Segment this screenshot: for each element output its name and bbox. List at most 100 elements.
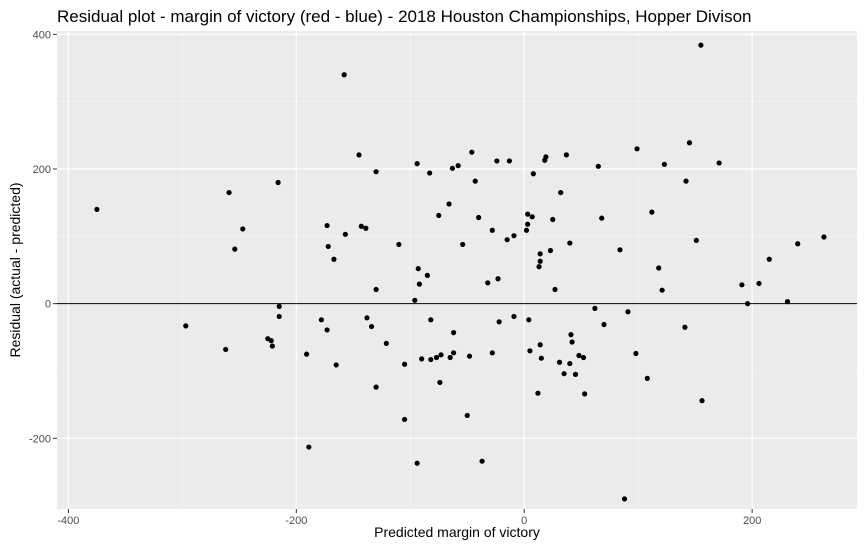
data-point [496, 319, 502, 325]
data-point [698, 42, 704, 48]
data-point [303, 351, 310, 357]
data-point [428, 317, 434, 323]
data-point [232, 246, 238, 252]
data-point [693, 237, 699, 243]
data-point [494, 158, 500, 164]
data-point [460, 241, 466, 248]
data-point [364, 315, 370, 321]
data-point [568, 332, 574, 338]
data-point [592, 305, 598, 311]
y-axis-ticks: -200 0 200 400 [29, 29, 57, 445]
data-point [356, 152, 362, 158]
data-point [699, 398, 705, 404]
y-tick-label: 400 [33, 29, 51, 41]
data-point [537, 251, 543, 257]
data-point [661, 161, 668, 167]
data-point [563, 152, 570, 158]
data-point [466, 353, 473, 359]
data-point [183, 323, 189, 329]
data-point [550, 216, 556, 223]
data-point [756, 280, 762, 287]
data-point [485, 280, 491, 286]
data-point [275, 179, 281, 186]
data-point [595, 163, 601, 169]
data-point [226, 189, 232, 196]
data-point [424, 272, 430, 278]
x-tick-label: 0 [521, 515, 527, 527]
data-points [94, 42, 827, 502]
data-point [416, 281, 422, 287]
data-point [368, 323, 375, 330]
data-point [556, 359, 563, 365]
data-point [419, 356, 425, 362]
data-point [455, 163, 461, 169]
data-point [543, 154, 549, 160]
x-tick-label: -200 [285, 515, 307, 527]
x-axis-ticks: -400 -200 0 200 [57, 509, 761, 527]
data-point [538, 355, 544, 361]
data-point [552, 286, 558, 293]
x-tick-label: -400 [57, 515, 79, 527]
y-tick-label: 0 [45, 299, 51, 311]
data-point [526, 317, 532, 323]
data-point [450, 330, 457, 336]
data-point [649, 209, 655, 215]
data-point [414, 161, 420, 167]
data-point [437, 379, 443, 386]
data-point [358, 223, 364, 229]
data-point [547, 247, 554, 254]
data-point [744, 301, 751, 307]
x-axis-title: Predicted margin of victory [374, 524, 540, 540]
data-point [276, 313, 282, 320]
data-point [433, 354, 440, 361]
data-point [333, 362, 339, 368]
data-point [373, 384, 379, 390]
data-point [447, 354, 453, 361]
data-point [572, 371, 579, 377]
data-point [739, 282, 745, 288]
minor-gridlines [57, 31, 857, 509]
data-point [633, 350, 639, 357]
data-point [821, 234, 827, 240]
data-point [504, 237, 510, 243]
data-point [469, 149, 475, 155]
data-point [537, 258, 543, 264]
data-point [401, 361, 408, 367]
data-point [659, 287, 665, 293]
data-point [436, 212, 442, 219]
data-point [580, 354, 587, 361]
data-point [567, 240, 573, 246]
data-point [686, 140, 693, 146]
data-point [582, 391, 588, 397]
data-point [427, 170, 433, 176]
data-point [529, 214, 535, 220]
data-point [342, 231, 348, 237]
data-point [576, 352, 582, 359]
data-point [412, 297, 418, 303]
data-point [476, 214, 482, 221]
data-point [489, 227, 495, 233]
data-point [795, 241, 801, 247]
data-point [324, 222, 330, 229]
data-point [634, 146, 640, 152]
data-point [511, 233, 517, 239]
data-point [506, 158, 513, 164]
data-point [276, 303, 282, 309]
data-point [535, 390, 541, 396]
data-point [438, 352, 444, 358]
data-point [536, 264, 542, 270]
data-point [415, 266, 421, 272]
data-point [341, 72, 347, 78]
y-tick-label: 200 [33, 164, 51, 176]
data-point [269, 343, 275, 349]
data-point [561, 371, 567, 377]
data-point [569, 339, 575, 345]
data-point [268, 338, 274, 344]
data-point [625, 309, 631, 315]
data-point [683, 178, 689, 184]
chart-title: Residual plot - margin of victory (red -… [57, 7, 752, 26]
data-point [464, 412, 470, 419]
data-point [511, 313, 517, 320]
data-point [530, 171, 536, 177]
